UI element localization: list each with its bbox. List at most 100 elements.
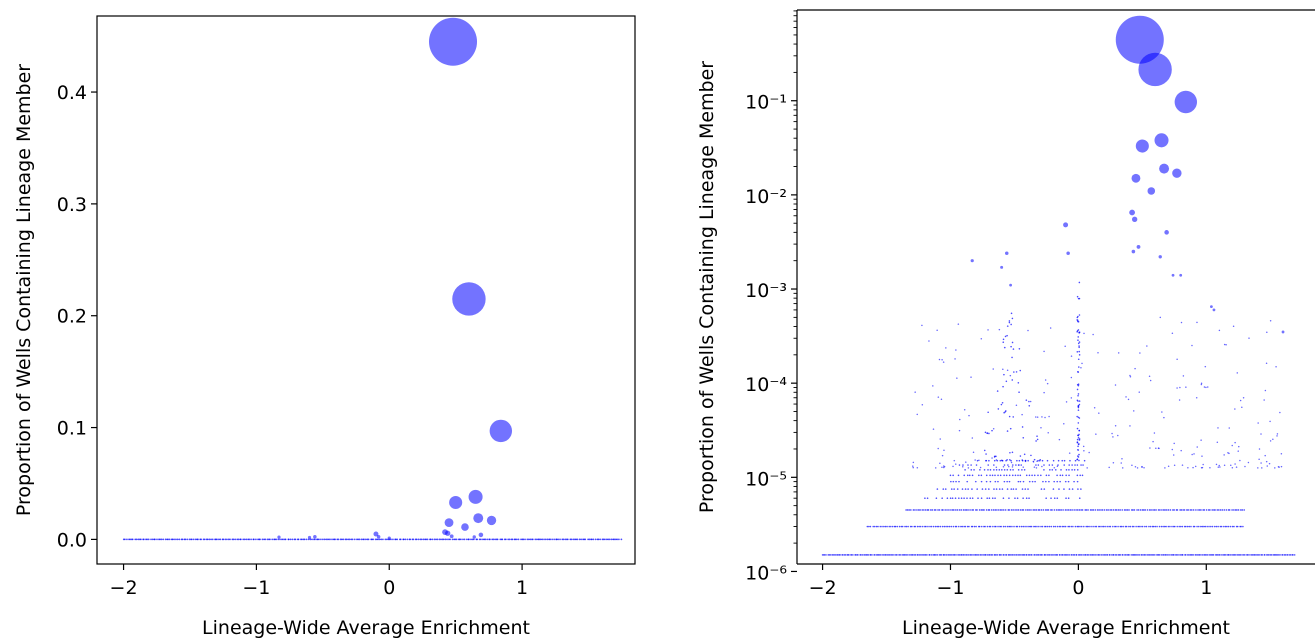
scatter-point: [1056, 465, 1059, 467]
level-point: [1051, 509, 1053, 511]
data-point: [478, 532, 484, 538]
level-point: [1060, 509, 1063, 511]
level-point: [1021, 488, 1024, 490]
level-point: [1035, 509, 1038, 511]
scatter-point: [1036, 460, 1038, 463]
scatter-point: [940, 398, 943, 401]
scatter-point: [939, 462, 941, 465]
level-point: [1058, 525, 1061, 528]
level-point: [1128, 554, 1130, 556]
y-tick-label: 10⁻⁴: [745, 374, 787, 396]
level-point: [1002, 509, 1005, 511]
level-point: [1090, 525, 1092, 528]
level-point: [1056, 474, 1058, 477]
level-point: [1229, 554, 1232, 556]
level-point: [1293, 554, 1296, 556]
level-point: [1016, 509, 1018, 511]
level-point: [911, 525, 913, 528]
level-point: [1059, 474, 1062, 477]
level-point: [1209, 509, 1211, 511]
baseline-point: [377, 538, 379, 541]
level-point: [957, 554, 960, 556]
scatter-point: [937, 396, 940, 398]
level-point: [899, 554, 901, 556]
baseline-point: [605, 538, 608, 541]
baseline-point: [271, 538, 274, 541]
baseline-point: [433, 538, 436, 541]
scatter-point: [1236, 372, 1239, 374]
level-point: [1010, 459, 1012, 462]
scatter-point: [1078, 331, 1080, 334]
level-point: [993, 488, 995, 490]
baseline-point: [575, 538, 577, 541]
scatter-point: [1279, 411, 1281, 414]
level-point: [948, 554, 950, 556]
level-point: [984, 488, 987, 490]
scatter-point: [1027, 329, 1029, 332]
y-tick-label: 10⁻²: [745, 186, 787, 208]
level-point: [1052, 525, 1055, 528]
level-point: [1172, 525, 1175, 528]
column-point: [1006, 430, 1009, 432]
column-point: [1001, 402, 1004, 404]
scatter-point: [1088, 451, 1090, 454]
level-point: [872, 525, 874, 528]
baseline-point: [529, 538, 532, 541]
column-point: [985, 453, 987, 455]
level-point: [980, 480, 983, 483]
data-point: [1135, 139, 1149, 153]
baseline-point: [406, 538, 409, 541]
level-point: [964, 488, 967, 490]
level-point: [1226, 525, 1228, 528]
level-point: [1231, 509, 1233, 511]
baseline-point: [580, 538, 583, 541]
baseline-point: [402, 538, 405, 541]
level-point: [1005, 474, 1008, 477]
baseline-point: [210, 538, 213, 541]
baseline-point: [395, 538, 397, 541]
level-point: [989, 554, 991, 556]
level-point: [1085, 509, 1088, 511]
level-point: [1144, 525, 1146, 528]
baseline-point: [176, 538, 179, 541]
level-point: [1080, 554, 1082, 556]
scatter-point: [1280, 465, 1283, 468]
level-point: [1200, 509, 1202, 511]
scatter-point: [1029, 400, 1032, 403]
data-point: [1212, 308, 1216, 312]
baseline-point: [242, 538, 245, 541]
level-point: [1215, 525, 1218, 528]
level-point: [1240, 509, 1242, 511]
scatter-point: [1065, 401, 1068, 403]
baseline-point: [175, 538, 177, 541]
baseline-point: [465, 538, 468, 541]
baseline-point: [160, 538, 163, 541]
level-point: [1255, 554, 1257, 556]
level-point: [1068, 464, 1070, 466]
scatter-point: [1134, 466, 1137, 468]
level-point: [1053, 554, 1055, 556]
level-point: [1048, 464, 1051, 466]
level-point: [1133, 525, 1135, 528]
baseline-point: [546, 538, 549, 541]
level-point: [921, 509, 924, 511]
level-point: [1008, 480, 1011, 483]
level-point: [976, 554, 979, 556]
level-point: [988, 459, 990, 462]
left-data-points: [122, 17, 623, 541]
level-point: [975, 509, 977, 511]
column-point: [984, 431, 987, 434]
level-point: [1060, 469, 1062, 471]
level-point: [1056, 480, 1059, 483]
column-point: [1018, 391, 1020, 394]
column-point: [1004, 335, 1007, 338]
level-point: [1073, 469, 1076, 471]
scatter-point: [1049, 327, 1052, 329]
level-point: [947, 554, 949, 556]
level-point: [890, 525, 892, 528]
level-point: [1131, 525, 1134, 528]
column-point: [1002, 341, 1005, 344]
scatter-point: [1192, 466, 1194, 469]
level-point: [930, 554, 933, 556]
level-point: [1210, 525, 1212, 528]
